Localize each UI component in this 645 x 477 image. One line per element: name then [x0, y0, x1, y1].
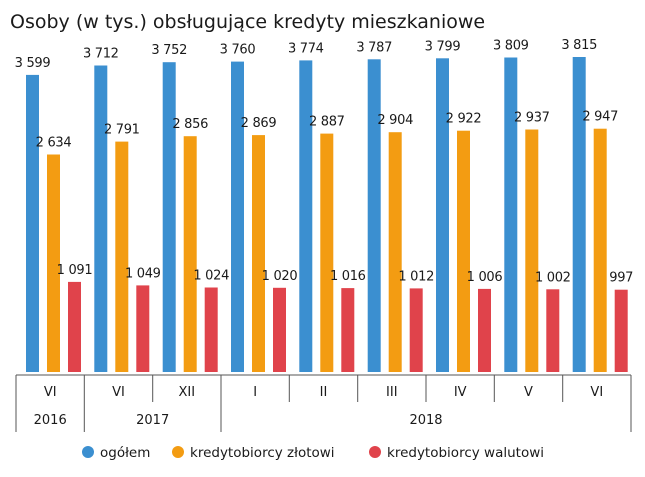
bar-ogółem-8 — [572, 57, 586, 372]
bar-kredytobiorcy-walutowi-1 — [136, 285, 150, 372]
value-label: 2 869 — [241, 116, 277, 131]
x-tick-label: XII — [179, 385, 196, 400]
legend: ogółem kredytobiorcy złotowi kredytobiorcy… — [82, 445, 544, 461]
value-label: 1 002 — [535, 270, 571, 285]
x-tick-label: VI — [112, 385, 125, 400]
x-tick-label: VI — [590, 385, 603, 400]
value-label: 3 712 — [83, 47, 119, 62]
legend-label: kredytobiorcy złotowi — [190, 445, 335, 461]
legend-label: ogółem — [100, 445, 150, 461]
year-label: 2016 — [34, 413, 67, 428]
value-label: 3 815 — [561, 38, 597, 53]
legend-marker — [172, 446, 184, 458]
bar-ogółem-4 — [299, 60, 313, 373]
value-label: 3 787 — [356, 40, 392, 55]
bar-kredytobiorcy-złotowi-5 — [388, 132, 402, 372]
value-label: 2 887 — [309, 115, 345, 130]
bar-kredytobiorcy-złotowi-7 — [525, 129, 539, 372]
year-label: 2017 — [136, 413, 169, 428]
value-label: 2 791 — [104, 123, 140, 138]
bar-kredytobiorcy-złotowi-8 — [593, 128, 607, 372]
value-label: 3 599 — [15, 56, 51, 71]
value-label: 1 016 — [330, 269, 366, 284]
bar-kredytobiorcy-złotowi-3 — [252, 135, 265, 372]
bar-kredytobiorcy-walutowi-0 — [68, 281, 81, 372]
bar-kredytobiorcy-walutowi-2 — [204, 287, 218, 372]
bars-layer — [26, 57, 628, 373]
value-label: 2 904 — [377, 113, 413, 128]
value-label: 2 937 — [514, 111, 550, 126]
value-label: 3 774 — [288, 41, 324, 56]
bar-kredytobiorcy-walutowi-3 — [273, 287, 286, 372]
legend-label: kredytobiorcy walutowi — [387, 445, 544, 461]
chart-title: Osoby (w tys.) obsługujące kredyty miesz… — [10, 11, 485, 33]
bar-ogółem-5 — [367, 59, 381, 373]
bar-kredytobiorcy-walutowi-7 — [546, 289, 560, 372]
value-label: 1 049 — [125, 266, 161, 281]
value-label: 2 856 — [172, 117, 208, 132]
value-label: 1 020 — [262, 269, 298, 284]
value-label: 2 634 — [36, 136, 72, 151]
bar-kredytobiorcy-walutowi-5 — [409, 288, 423, 372]
legend-marker — [82, 446, 94, 458]
value-label: 1 006 — [467, 270, 503, 285]
x-tick-label: IV — [454, 385, 467, 400]
bar-kredytobiorcy-złotowi-6 — [457, 130, 470, 372]
bar-kredytobiorcy-walutowi-4 — [341, 288, 355, 372]
value-label: 997 — [609, 271, 633, 286]
x-tick-label: I — [253, 385, 257, 400]
value-label: 2 922 — [446, 112, 482, 127]
x-tick-label: III — [386, 385, 398, 400]
value-label: 3 760 — [220, 43, 256, 58]
bar-kredytobiorcy-walutowi-6 — [478, 288, 491, 372]
bar-kredytobiorcy-walutowi-8 — [614, 289, 628, 372]
x-tick-label: VI — [44, 385, 57, 400]
bar-ogółem-2 — [162, 62, 176, 372]
bar-ogółem-6 — [436, 58, 449, 373]
value-label: 3 809 — [493, 39, 529, 54]
value-label: 3 799 — [425, 39, 461, 54]
bar-ogółem-0 — [26, 74, 39, 373]
bar-kredytobiorcy-złotowi-2 — [183, 136, 197, 372]
bar-ogółem-1 — [94, 65, 108, 372]
x-tick-label: II — [320, 385, 328, 400]
value-label: 1 091 — [57, 263, 93, 278]
bar-kredytobiorcy-złotowi-4 — [320, 133, 334, 372]
value-label: 2 947 — [582, 110, 618, 125]
value-label: 1 012 — [398, 269, 434, 284]
legend-marker — [369, 446, 381, 458]
bar-kredytobiorcy-złotowi-0 — [47, 154, 60, 372]
year-label: 2018 — [409, 413, 442, 428]
bar-kredytobiorcy-złotowi-1 — [115, 141, 129, 372]
value-labels-layer: 3 599 3 712 3 752 3 760 3 774 3 787 3 799 3 809… — [15, 38, 634, 286]
x-tick-label: V — [524, 385, 533, 400]
value-label: 3 752 — [151, 43, 187, 58]
value-label: 1 024 — [193, 269, 229, 284]
bar-ogółem-7 — [504, 57, 518, 372]
bar-ogółem-3 — [231, 61, 244, 372]
